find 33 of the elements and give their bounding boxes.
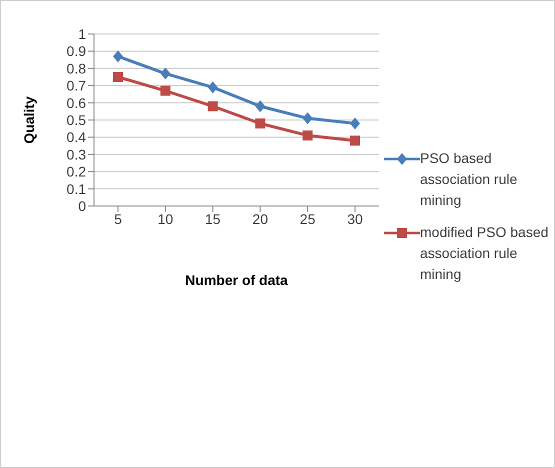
y-tick-label: 0.2 [66,164,86,180]
point [208,81,218,94]
y-tick-label: 0.3 [66,146,86,162]
point [208,101,218,112]
point [160,68,170,80]
y-tick-label: 0.1 [66,180,86,197]
point [160,86,170,96]
point [255,118,266,128]
y-tick-label: 0.8 [66,60,86,76]
x-tick-label: 20 [252,210,268,227]
point [302,112,313,124]
y-tick-label: 1 [78,26,86,42]
x-tick-label: 10 [158,210,174,227]
x-axis-title: Number of data [185,272,288,288]
y-tick-label: 0.7 [66,78,86,94]
point [113,72,123,82]
y-tick-label: 0.9 [66,43,86,60]
y-tick-label: 0 [78,198,86,214]
y-axis-title: Quality [20,96,37,144]
point [350,136,360,146]
x-tick-label: 5 [114,210,122,227]
legend-label: modified PSO based association rule mining [420,223,550,284]
x-tick-label: 30 [347,210,363,227]
point [302,130,313,140]
y-tick-label: 0.4 [66,129,86,146]
point [350,117,360,130]
y-tick-label: 0.5 [66,112,86,128]
point [255,100,266,112]
x-tick-label: 15 [205,210,221,227]
legend-label: PSO based association rule mining [420,149,518,210]
point [113,50,123,62]
x-tick-label: 25 [300,210,316,227]
y-tick-label: 0.6 [66,94,86,111]
